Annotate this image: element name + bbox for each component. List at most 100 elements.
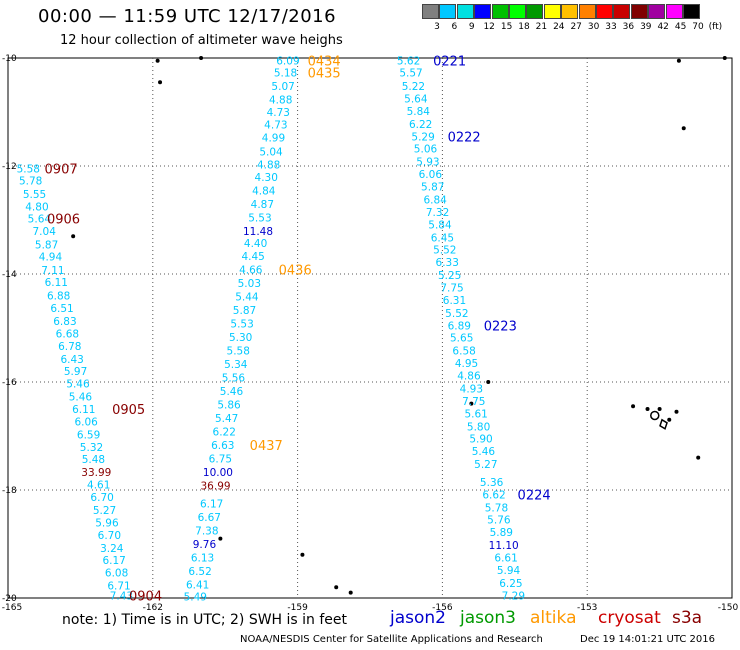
pass-time-label: 0904: [129, 589, 162, 604]
swh-value: 6.11: [72, 404, 95, 416]
legend-item-s3a: s3a: [672, 608, 703, 628]
swh-value: 5.80: [467, 421, 490, 433]
island-marker: [158, 80, 163, 85]
island-marker: [674, 409, 679, 414]
pass-time-label: 0907: [45, 163, 78, 178]
credit-line: NOAA/NESDIS Center for Satellite Applica…: [240, 634, 543, 645]
swh-value: 6.22: [409, 119, 432, 131]
swh-value: 4.45: [241, 251, 264, 263]
swh-value: 6.70: [90, 492, 113, 504]
color-scale-label: 45: [674, 22, 687, 32]
swh-value: 4.73: [264, 119, 287, 131]
swh-value: 5.46: [66, 379, 90, 391]
island-marker: [348, 590, 353, 595]
swh-value: 5.27: [474, 459, 497, 471]
island-marker: [334, 585, 339, 590]
swh-value: 6.22: [213, 427, 236, 439]
swh-value: 4.66: [239, 265, 263, 277]
swh-value: 4.80: [25, 202, 48, 214]
swh-value: 6.31: [443, 295, 466, 307]
swh-value: 5.48: [82, 454, 105, 466]
swh-value: 5.64: [28, 213, 52, 225]
swh-value: 5.18: [274, 68, 297, 80]
color-scale-legend: 3 6 9 12 15 18 21 24 27 30 33 36 39 42 45 70 (ft): [422, 4, 728, 34]
swh-value: 4.87: [251, 199, 274, 211]
color-swatch: [474, 4, 492, 19]
map-grid: [7, 57, 733, 599]
chart-subtitle: 12 hour collection of altimeter wave hei…: [60, 33, 343, 48]
y-tick-label: -20: [2, 594, 17, 604]
island-marker: [469, 401, 474, 406]
pass-time-label: 0436: [279, 264, 312, 279]
legend-item-cryosat: cryosat: [598, 608, 661, 628]
pass-time-label: 0905: [112, 403, 145, 418]
swh-value: 4.99: [262, 132, 285, 144]
swh-value: 5.52: [445, 308, 468, 320]
color-swatch: [526, 4, 544, 19]
pass-time-label: 0222: [448, 130, 481, 145]
island-marker: [681, 126, 686, 131]
swh-value: 6.45: [431, 232, 454, 244]
swh-value: 5.78: [485, 502, 508, 514]
y-tick-label: -18: [2, 486, 17, 496]
swh-value: 7.38: [195, 526, 218, 538]
swh-value: 5.64: [404, 94, 428, 106]
swh-value: 5.58: [17, 164, 40, 176]
island-marker: [218, 536, 223, 541]
wave-height-map: 5.585.785.554.805.647.045.874.947.116.11…: [2, 54, 739, 610]
swh-value: 7.11: [41, 265, 64, 277]
color-scale-label: 24: [553, 22, 565, 32]
swh-value: 5.06: [414, 144, 438, 156]
swh-value: 11.10: [489, 540, 519, 552]
y-tick-label: -10: [2, 54, 17, 64]
track-values: 5.585.785.554.805.647.045.874.947.116.11…: [17, 55, 551, 605]
color-scale-label: 30: [587, 22, 600, 32]
swh-value: 4.93: [460, 383, 483, 395]
swh-value: 5.84: [428, 219, 452, 231]
color-swatch: [543, 4, 561, 19]
swh-value: 3.24: [100, 543, 124, 555]
swh-value: 5.97: [64, 366, 87, 378]
island-marker: [155, 58, 160, 63]
pass-time-label: 0221: [433, 55, 466, 70]
swh-value: 5.87: [233, 305, 256, 317]
swh-value: 5.47: [215, 413, 238, 425]
color-swatch: [456, 4, 474, 19]
swh-value: 5.04: [259, 146, 283, 158]
legend-item-altika: altika: [530, 608, 577, 628]
swh-value: 5.49: [184, 591, 207, 603]
color-scale-label: 3: [434, 22, 440, 32]
swh-value: 6.67: [198, 512, 221, 524]
island-marker: [696, 455, 701, 460]
swh-value: 7.75: [440, 283, 463, 295]
swh-value: 6.06: [74, 416, 98, 428]
x-tick-label: -153: [577, 603, 597, 610]
color-scale-label: 6: [451, 22, 458, 32]
color-swatch: [683, 4, 700, 19]
swh-value: 7.32: [426, 207, 449, 219]
swh-value: 5.56: [222, 373, 246, 385]
swh-value: 6.17: [200, 499, 223, 511]
color-scale-label: 33: [605, 22, 617, 32]
color-scale-label: 36: [622, 22, 635, 32]
swh-value: 6.89: [448, 320, 471, 332]
swh-value: 33.99: [81, 467, 111, 479]
swh-value: 6.61: [494, 553, 517, 565]
swh-value: 6.09: [276, 56, 299, 68]
pass-time-label: 0224: [518, 488, 551, 503]
swh-value: 4.88: [257, 159, 280, 171]
swh-value: 5.25: [438, 270, 461, 282]
swh-value: 5.52: [433, 245, 456, 257]
swh-value: 6.17: [102, 555, 125, 567]
swh-value: 5.78: [19, 176, 42, 188]
swh-value: 4.95: [455, 358, 478, 370]
swh-value: 4.86: [457, 371, 481, 383]
island-marker: [71, 234, 76, 239]
swh-value: 5.44: [235, 292, 259, 304]
swh-value: 4.40: [244, 238, 267, 250]
swh-value: 6.62: [482, 489, 505, 501]
color-swatch: [596, 4, 613, 19]
swh-value: 5.29: [411, 131, 434, 143]
units-note: note: 1) Time is in UTC; 2) SWH is in fe…: [62, 612, 348, 628]
island-marker: [199, 56, 204, 60]
